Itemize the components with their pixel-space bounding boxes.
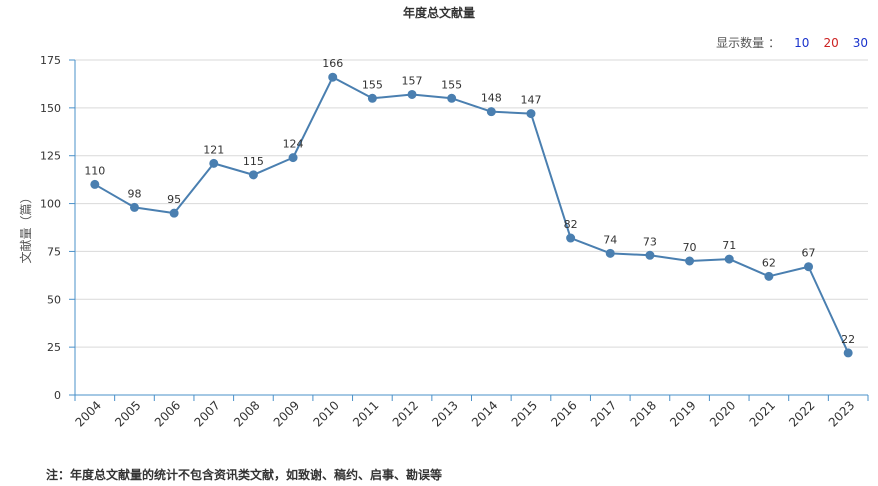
x-tick-label: 2013: [429, 398, 460, 429]
data-point[interactable]: [90, 179, 100, 189]
y-tick-label: 0: [54, 389, 61, 402]
data-label: 148: [481, 92, 502, 105]
data-label: 157: [402, 74, 423, 87]
y-tick-label: 50: [47, 293, 61, 306]
data-point[interactable]: [764, 271, 774, 281]
data-label: 67: [802, 247, 816, 260]
x-tick-label: 2022: [786, 398, 817, 429]
y-tick-label: 25: [47, 341, 61, 354]
data-point[interactable]: [605, 248, 615, 258]
data-point[interactable]: [248, 170, 258, 180]
display-count-option-20[interactable]: 20: [823, 35, 839, 50]
x-tick-label: 2017: [588, 398, 619, 429]
x-tick-label: 2006: [152, 398, 183, 429]
display-count-selector: 显示数量 ： 10 20 30: [716, 34, 868, 51]
data-point[interactable]: [169, 208, 179, 218]
data-point[interactable]: [328, 72, 338, 82]
data-point[interactable]: [486, 107, 496, 117]
data-point[interactable]: [129, 202, 139, 212]
data-point[interactable]: [685, 256, 695, 266]
x-tick-label: 2012: [390, 398, 421, 429]
data-label: 95: [167, 193, 181, 206]
x-tick-label: 2015: [509, 398, 540, 429]
data-label: 82: [564, 218, 578, 231]
data-point[interactable]: [645, 250, 655, 260]
x-tick-label: 2016: [548, 398, 579, 429]
data-label: 70: [683, 241, 697, 254]
data-label: 155: [441, 78, 462, 91]
footnote: 注：年度总文献量的统计不包含资讯类文献，如致谢、稿约、启事、勘误等: [46, 468, 443, 482]
data-label: 166: [322, 57, 343, 70]
y-tick-label: 150: [40, 102, 61, 115]
data-point[interactable]: [209, 158, 219, 168]
display-count-label: 显示数量: [716, 36, 765, 50]
data-label: 155: [362, 78, 383, 91]
y-axis-title: 文献量（篇）: [18, 191, 33, 263]
data-label: 147: [520, 94, 541, 107]
x-tick-label: 2008: [231, 398, 262, 429]
data-point[interactable]: [407, 89, 417, 99]
data-point[interactable]: [367, 93, 377, 103]
data-point[interactable]: [804, 262, 814, 272]
y-tick-label: 175: [40, 54, 61, 67]
data-label: 22: [841, 333, 855, 346]
x-tick-label: 2004: [73, 398, 104, 429]
data-label: 98: [127, 187, 141, 200]
series-line: [94, 76, 850, 354]
x-tick-label: 2005: [112, 398, 143, 429]
y-tick-label: 125: [40, 150, 61, 163]
data-label: 124: [283, 138, 304, 151]
data-point[interactable]: [288, 153, 298, 163]
data-label: 115: [243, 155, 264, 168]
data-label: 62: [762, 256, 776, 269]
x-tick-label: 2010: [310, 398, 341, 429]
data-point[interactable]: [526, 109, 536, 119]
chart-title: 年度总文献量: [402, 6, 475, 20]
data-point[interactable]: [566, 233, 576, 243]
data-label: 73: [643, 235, 657, 248]
x-tick-label: 2020: [707, 398, 738, 429]
display-count-separator: ：: [768, 36, 781, 50]
display-count-option-30[interactable]: 30: [852, 35, 868, 50]
x-tick-label: 2014: [469, 398, 500, 429]
x-tick-label: 2007: [191, 398, 222, 429]
x-tick-label: 2023: [826, 398, 857, 429]
data-point[interactable]: [447, 93, 457, 103]
data-point[interactable]: [843, 348, 853, 358]
x-tick-label: 2011: [350, 398, 381, 429]
x-tick-label: 2021: [747, 398, 778, 429]
x-tick-label: 2019: [667, 398, 698, 429]
data-label: 74: [603, 233, 617, 246]
data-label: 121: [203, 143, 224, 156]
data-label: 71: [722, 239, 736, 252]
y-tick-label: 100: [40, 198, 61, 211]
x-tick-label: 2009: [271, 398, 302, 429]
y-tick-label: 75: [47, 245, 61, 258]
data-point[interactable]: [724, 254, 734, 264]
x-tick-label: 2018: [628, 398, 659, 429]
data-label: 110: [84, 164, 105, 177]
display-count-option-10[interactable]: 10: [794, 35, 810, 50]
